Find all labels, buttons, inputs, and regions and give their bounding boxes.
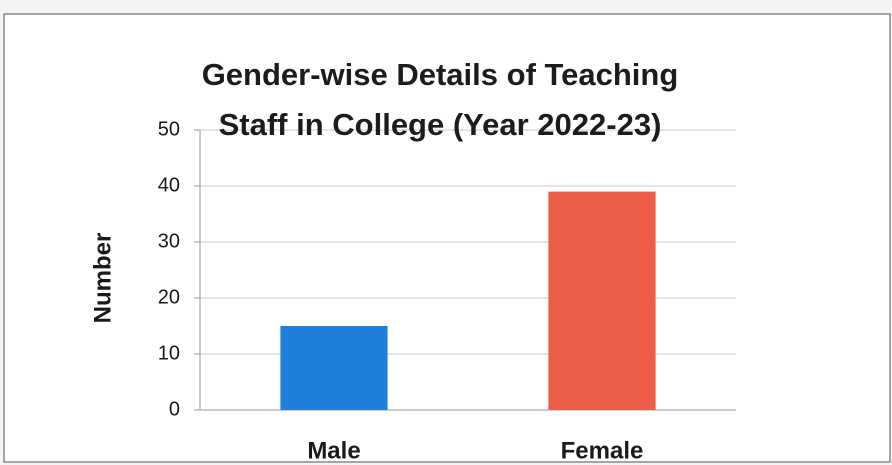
bar bbox=[548, 191, 656, 410]
y-tick-label: 50 bbox=[158, 118, 180, 140]
chart-title: Gender-wise Details of Teaching Staff in… bbox=[201, 57, 679, 142]
y-tick-label: 10 bbox=[158, 342, 180, 364]
y-tick-label: 40 bbox=[158, 174, 180, 196]
y-tick-label: 20 bbox=[158, 286, 180, 308]
x-tick-label: Female bbox=[561, 437, 644, 464]
y-tick-label: 0 bbox=[169, 398, 180, 420]
x-tick-label: Male bbox=[307, 437, 360, 464]
bar bbox=[280, 326, 388, 410]
y-tick-label: 30 bbox=[158, 230, 180, 252]
y-axis-label: Number bbox=[89, 233, 116, 324]
chart-frame bbox=[3, 13, 891, 463]
